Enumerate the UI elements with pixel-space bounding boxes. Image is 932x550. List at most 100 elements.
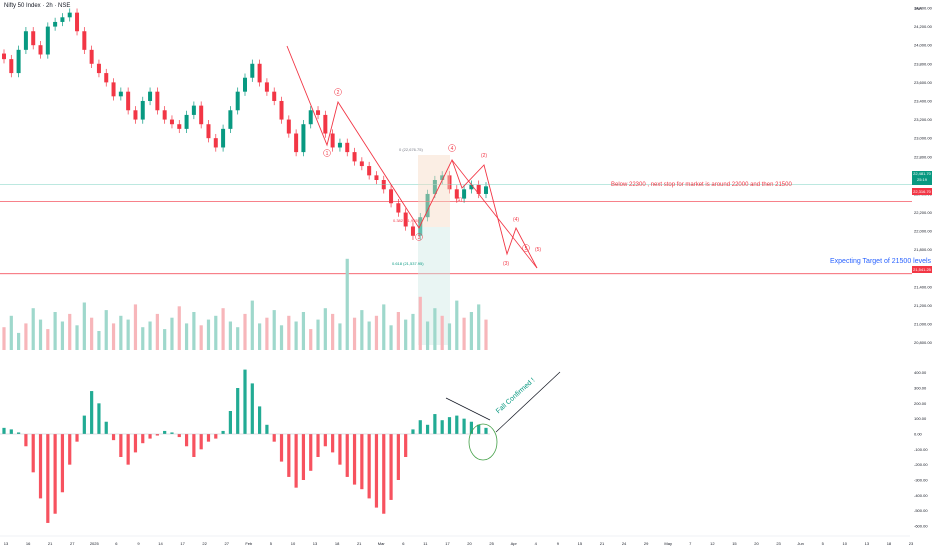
wave-label-circle [522,244,530,252]
osc-bar [258,406,262,434]
osc-bar [477,424,481,434]
osc-bar [155,434,159,436]
fib-bottom-label: 0.618 (21,537.95) [392,261,424,266]
osc-bar [53,434,57,514]
time-axis-tick: 15 [732,541,737,546]
time-axis-tick: 5 [270,541,273,546]
volume-bar [447,323,452,350]
candle-body [337,142,342,148]
osc-bar [425,424,430,434]
volume-bar [287,315,291,350]
osc-bar [345,434,349,477]
volume-bar [206,319,211,350]
candle-body [367,166,372,176]
volume-bar [243,313,247,350]
osc-bar [396,434,400,480]
wave-label: (2) [481,153,487,159]
osc-bar [60,434,65,493]
candle-body [75,12,80,32]
candle-body [389,189,394,204]
price-axis-tick: 22,000.00 [914,229,932,234]
osc-axis-tick: -200.00 [914,462,928,467]
candle-body [31,31,36,46]
osc-bar [68,434,72,465]
candle-body [184,114,189,129]
candle-body [16,49,21,74]
volume-bar [345,258,349,350]
volume-bar [214,315,218,350]
wave-label: 4 [451,146,454,152]
time-axis-tick: 5 [822,541,825,546]
candle-body [191,105,196,115]
volume-bar [279,325,284,350]
volume-bar [236,327,240,350]
osc-bar [214,434,218,439]
osc-bar [484,427,488,434]
time-axis-tick: 9 [137,541,140,546]
osc-trend-line [445,397,491,421]
time-axis-tick: 21 [48,541,53,546]
candle-body [294,133,299,153]
price-axis-tick: 24,000.00 [914,43,932,48]
volume-bar [323,308,327,350]
time-axis-tick: 17 [180,541,185,546]
osc-bar [82,415,86,434]
osc-bar [411,429,415,434]
candle-body [250,63,255,78]
volume-bar [53,312,57,350]
volume-bar [440,315,444,350]
osc-bar [309,434,313,471]
osc-bar [177,434,181,438]
candle-body [206,124,211,139]
osc-highlight-circle [468,423,498,461]
volume-bar [484,319,488,350]
wave-label-circle [415,233,423,241]
time-axis-tick: 29 [644,541,649,546]
time-axis-tick: 4 [535,541,538,546]
candle-body [279,100,284,120]
volume-bar [309,329,313,350]
volume-bar [82,302,86,350]
volume-bar [90,317,94,350]
time-axis-tick: 16 [26,541,31,546]
bar-countdown: 25:19 [916,177,927,182]
candle-body [330,133,335,148]
volume-bar [68,313,72,350]
candle-body [425,193,430,218]
volume-bar [294,321,298,350]
time-axis-tick: 20 [467,541,472,546]
candle-body [454,189,459,199]
osc-bar [352,434,357,485]
volume-bar [24,323,28,350]
osc-bar [316,434,320,457]
candle-body [410,226,415,236]
osc-bar [360,434,364,490]
osc-axis-tick: -400.00 [914,493,928,498]
wave-label: (1) [456,197,462,203]
time-axis-tick: 23 [909,541,914,546]
candle-body [301,124,306,153]
volume-bar [133,304,138,350]
volume-bar [17,332,21,350]
volume-bar [316,319,320,350]
stop-level-tag: 22,316.70 [912,188,932,195]
volume-bar [97,331,101,350]
time-axis-tick: 21 [600,541,605,546]
osc-bar [272,434,276,442]
volume-bar [119,315,123,350]
osc-bar [206,434,211,442]
candle-body [67,12,72,18]
osc-bar [382,434,386,514]
candle-body [235,91,240,111]
time-axis-tick: 14 [158,541,163,546]
osc-bar [38,434,43,499]
wave-label: 5 [525,246,528,252]
target-note: Expecting Target of 21500 levels [830,258,932,265]
fib-zone-upper [418,155,450,227]
osc-bar [126,434,130,465]
volume-bar [272,310,276,350]
time-axis-tick: 10 [843,541,848,546]
candle-body [82,31,87,50]
